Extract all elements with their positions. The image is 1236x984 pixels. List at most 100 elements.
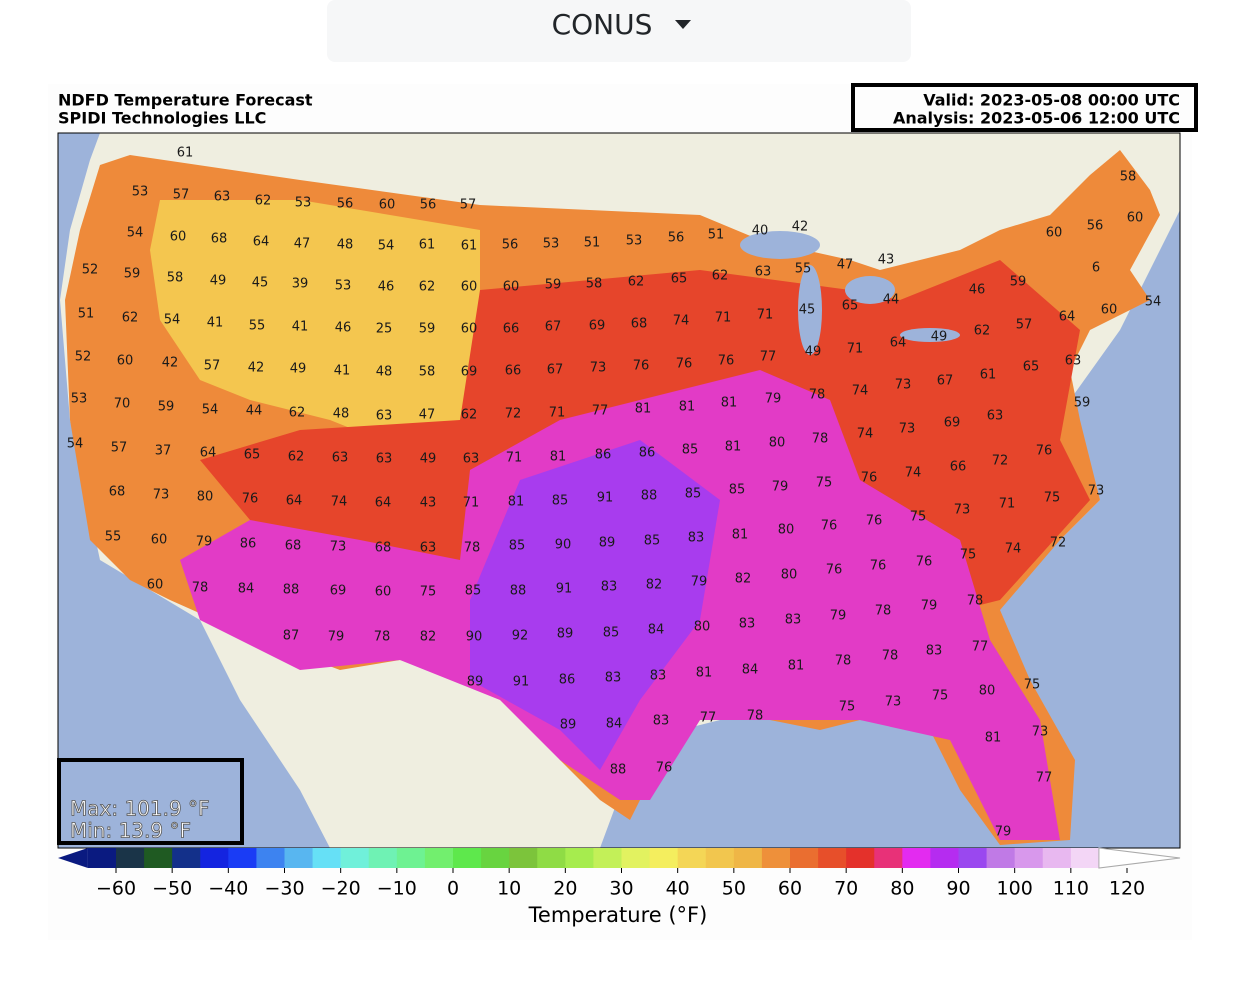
- temperature-label: 67: [545, 320, 562, 335]
- temperature-label: 73: [330, 540, 347, 555]
- temperature-label: 74: [1005, 542, 1022, 557]
- temperature-label: 65: [842, 299, 859, 314]
- temperature-label: 80: [197, 490, 214, 505]
- colorbar-box: [677, 848, 707, 868]
- temperature-label: 42: [792, 220, 809, 235]
- temperature-label: 71: [999, 497, 1016, 512]
- temperature-label: 85: [552, 494, 569, 509]
- temperature-label: 81: [508, 495, 525, 510]
- temperature-label: 76: [633, 359, 650, 374]
- temperature-label: 88: [641, 489, 658, 504]
- temperature-label: 90: [555, 538, 572, 553]
- temperature-label: 59: [158, 400, 175, 415]
- dropdown-label[interactable]: CONUS: [552, 8, 653, 41]
- temperature-label: 74: [857, 427, 874, 442]
- temperature-label: 68: [109, 485, 126, 500]
- temperature-label: 75: [816, 476, 833, 491]
- temperature-label: 58: [167, 271, 184, 286]
- temperature-label: 75: [910, 510, 927, 525]
- temperature-label: 85: [682, 443, 699, 458]
- temperature-label: 81: [696, 666, 713, 681]
- temperature-label: 69: [330, 584, 347, 599]
- temperature-label: 48: [376, 365, 393, 380]
- temperature-label: 82: [420, 630, 437, 645]
- pacific: [58, 133, 330, 848]
- colorbar-box: [284, 848, 314, 868]
- temperature-label: 77: [760, 350, 777, 365]
- temperature-label: 75: [420, 585, 437, 600]
- temperature-label: 61: [419, 238, 436, 253]
- colorbar-box: [1070, 848, 1100, 868]
- colorbar-tick-label: 20: [553, 878, 577, 900]
- temperature-label: 60: [147, 578, 164, 593]
- temperature-label: 81: [550, 450, 567, 465]
- temperature-label: 86: [639, 446, 656, 461]
- colorbar-box: [846, 848, 875, 868]
- temperature-label: 56: [420, 198, 437, 213]
- temperature-label: 75: [839, 700, 856, 715]
- temperature-label: 87: [283, 629, 300, 644]
- colorbar-under: [58, 848, 88, 868]
- temperature-label: 73: [954, 503, 971, 518]
- temperature-label: 77: [1036, 771, 1053, 786]
- colorbar-tick-label: −10: [377, 878, 417, 900]
- temperature-label: 60: [461, 280, 478, 295]
- temperature-label: 85: [685, 487, 702, 502]
- temperature-label: 72: [1050, 536, 1067, 551]
- temperature-label: 60: [1127, 211, 1144, 226]
- temperature-label: 73: [1032, 725, 1049, 740]
- temperature-label: 47: [294, 237, 311, 252]
- colorbar-tick-label: 40: [666, 878, 690, 900]
- temperature-label: 49: [210, 274, 227, 289]
- temperature-label: 45: [252, 276, 269, 291]
- temperature-label: 84: [238, 582, 255, 597]
- temperature-label: 74: [905, 466, 922, 481]
- colorbar-box: [424, 848, 454, 868]
- colorbar-box: [958, 848, 988, 868]
- temperature-label: 65: [671, 272, 688, 287]
- colorbar-box: [453, 848, 482, 868]
- colorbar-box: [87, 848, 117, 868]
- temperature-label: 86: [559, 673, 576, 688]
- temperature-label: 45: [799, 303, 816, 318]
- temperature-label: 80: [769, 436, 786, 451]
- temperature-label: 88: [510, 584, 527, 599]
- temperature-label: 62: [712, 269, 729, 284]
- temperature-label: 89: [599, 536, 616, 551]
- min-stat: Min: 13.9 °F: [70, 819, 191, 843]
- lake: [740, 231, 820, 259]
- temperature-label: 41: [334, 364, 351, 379]
- temperature-label: 81: [985, 731, 1002, 746]
- temperature-label: 71: [715, 311, 732, 326]
- temperature-label: 47: [419, 408, 436, 423]
- temperature-label: 83: [653, 714, 670, 729]
- colorbar-box: [593, 848, 622, 868]
- temperature-label: 60: [170, 230, 187, 245]
- colorbar-tick-label: 110: [1053, 878, 1089, 900]
- dropdown-caret[interactable]: [675, 20, 691, 29]
- temperature-label: 76: [242, 492, 259, 507]
- temperature-label: 60: [117, 354, 134, 369]
- temperature-label: 78: [875, 604, 892, 619]
- temperature-label: 44: [883, 293, 900, 308]
- temperature-label: 49: [420, 452, 437, 467]
- temperature-label: 80: [778, 523, 795, 538]
- temperature-label: 84: [742, 663, 759, 678]
- colorbar-box: [312, 848, 342, 868]
- temperature-label: 73: [1088, 484, 1105, 499]
- colorbar-tick-label: 30: [609, 878, 633, 900]
- temperature-label: 83: [785, 613, 802, 628]
- temperature-label: 42: [248, 361, 265, 376]
- colorbar-box: [200, 848, 229, 868]
- temperature-label: 68: [211, 232, 228, 247]
- temperature-label: 64: [200, 446, 217, 461]
- temperature-label: 62: [419, 280, 436, 295]
- temperature-label: 86: [240, 537, 257, 552]
- temperature-label: 76: [866, 514, 883, 529]
- temperature-label: 57: [1016, 318, 1033, 333]
- region-dropdown[interactable]: [327, 0, 911, 62]
- temperature-label: 68: [631, 317, 648, 332]
- temperature-label: 70: [114, 397, 131, 412]
- colorbar-label: Temperature (°F): [528, 903, 708, 927]
